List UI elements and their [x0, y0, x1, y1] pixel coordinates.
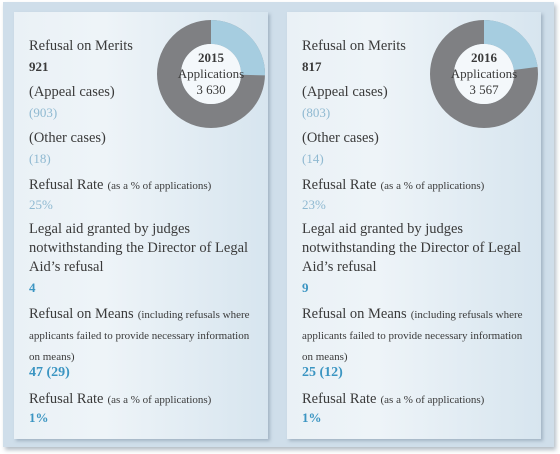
judges-value: 4: [29, 280, 36, 295]
refusal-rate-note: (as a % of applications): [380, 394, 485, 406]
appeal-value: (803): [302, 105, 331, 120]
other-label: (Other cases): [302, 130, 379, 146]
donut-svg: [430, 20, 538, 128]
donut-refusal-segment: [483, 20, 538, 71]
refusal-rate-value: 1%: [29, 410, 49, 425]
other-value: (14): [302, 151, 324, 166]
other-label: (Other cases): [29, 130, 106, 146]
means-note: (including refusals where applicants fai…: [302, 309, 523, 363]
appeal-label: (Appeal cases): [302, 84, 388, 100]
refusal-rate-merits: Refusal Rate (as a % of applications): [29, 176, 211, 194]
refusal-rate-label: Refusal Rate: [302, 177, 377, 193]
refusal-rate-value: 23%: [302, 197, 326, 212]
means-label: Refusal on Means: [302, 306, 407, 322]
donut-refusal-segment: [210, 20, 265, 76]
judges-label: Legal aid granted by judges notwithstand…: [29, 221, 249, 275]
means-block: Refusal on Means (including refusals whe…: [29, 304, 259, 367]
means-value: 47 (29): [29, 365, 70, 380]
refusal-rate-note: (as a % of applications): [107, 180, 212, 192]
appeal-label: (Appeal cases): [29, 84, 115, 100]
year-label: 2016: [471, 50, 497, 65]
appeal-value: (903): [29, 105, 58, 120]
donut-center-label: 2016 Applications 3 567: [430, 20, 538, 128]
donut-center-label: 2015 Applications 3 630: [157, 20, 265, 128]
donut-hole: [181, 44, 241, 104]
judges-value: 9: [302, 280, 309, 295]
refusal-rate-means: Refusal Rate (as a % of applications): [302, 390, 484, 408]
merits-value: 817: [302, 59, 322, 74]
means-label: Refusal on Means: [29, 306, 134, 322]
year-label: 2015: [198, 50, 224, 65]
merits-value: 921: [29, 59, 49, 74]
applications-donut: 2015 Applications 3 630: [157, 20, 265, 128]
panel-2015: 2015 Applications 3 630 Refusal on Merit…: [14, 12, 268, 439]
donut-hole: [454, 44, 514, 104]
applications-label: Applications: [177, 66, 245, 81]
means-block: Refusal on Means (including refusals whe…: [302, 304, 532, 367]
applications-count: 3 567: [469, 82, 499, 97]
means-note: (including refusals where applicants fai…: [29, 309, 250, 363]
panel-2016: 2016 Applications 3 567 Refusal on Merit…: [287, 12, 541, 439]
refusal-rate-means: Refusal Rate (as a % of applications): [29, 390, 211, 408]
means-value: 25 (12): [302, 365, 343, 380]
applications-donut: 2016 Applications 3 567: [430, 20, 538, 128]
refusal-rate-label: Refusal Rate: [302, 391, 377, 407]
refusal-rate-value: 25%: [29, 197, 53, 212]
infographic-frame: 2015 Applications 3 630 Refusal on Merit…: [3, 2, 554, 447]
merits-label: Refusal on Merits: [302, 38, 406, 54]
refusal-rate-label: Refusal Rate: [29, 391, 104, 407]
refusal-rate-note: (as a % of applications): [107, 394, 212, 406]
refusal-rate-value: 1%: [302, 410, 322, 425]
refusal-rate-merits: Refusal Rate (as a % of applications): [302, 176, 484, 194]
applications-count: 3 630: [196, 82, 226, 97]
other-value: (18): [29, 151, 51, 166]
refusal-rate-note: (as a % of applications): [380, 180, 485, 192]
donut-svg: [157, 20, 265, 128]
refusal-rate-label: Refusal Rate: [29, 177, 104, 193]
judges-label: Legal aid granted by judges notwithstand…: [302, 221, 522, 275]
applications-label: Applications: [450, 66, 518, 81]
merits-label: Refusal on Merits: [29, 38, 133, 54]
